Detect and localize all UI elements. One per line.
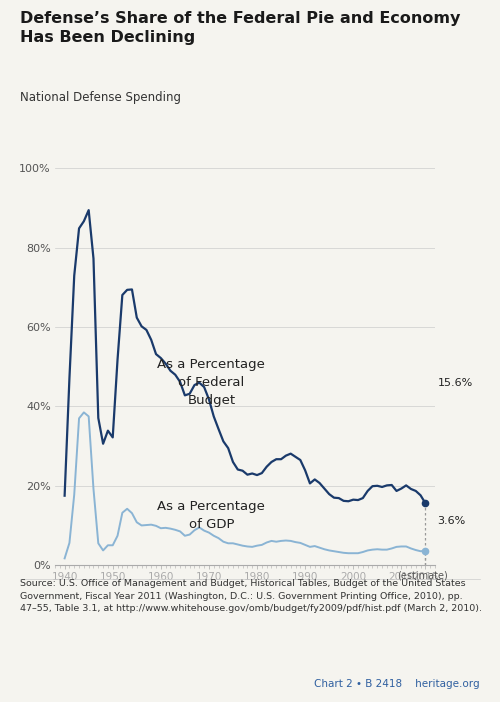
Text: National Defense Spending: National Defense Spending <box>20 91 181 105</box>
Text: 3.6%: 3.6% <box>438 516 466 526</box>
Text: Source: U.S. Office of Management and Budget, Historical Tables, Budget of the U: Source: U.S. Office of Management and Bu… <box>20 579 482 613</box>
Text: (estimate): (estimate) <box>397 570 448 580</box>
Text: As a Percentage
of GDP: As a Percentage of GDP <box>158 500 266 531</box>
Text: Defense’s Share of the Federal Pie and Economy
Has Been Declining: Defense’s Share of the Federal Pie and E… <box>20 11 460 45</box>
Text: As a Percentage
of Federal
Budget: As a Percentage of Federal Budget <box>158 358 266 407</box>
Text: 15.6%: 15.6% <box>438 378 473 388</box>
Text: Chart 2 • B 2418    heritage.org: Chart 2 • B 2418 heritage.org <box>314 680 480 689</box>
